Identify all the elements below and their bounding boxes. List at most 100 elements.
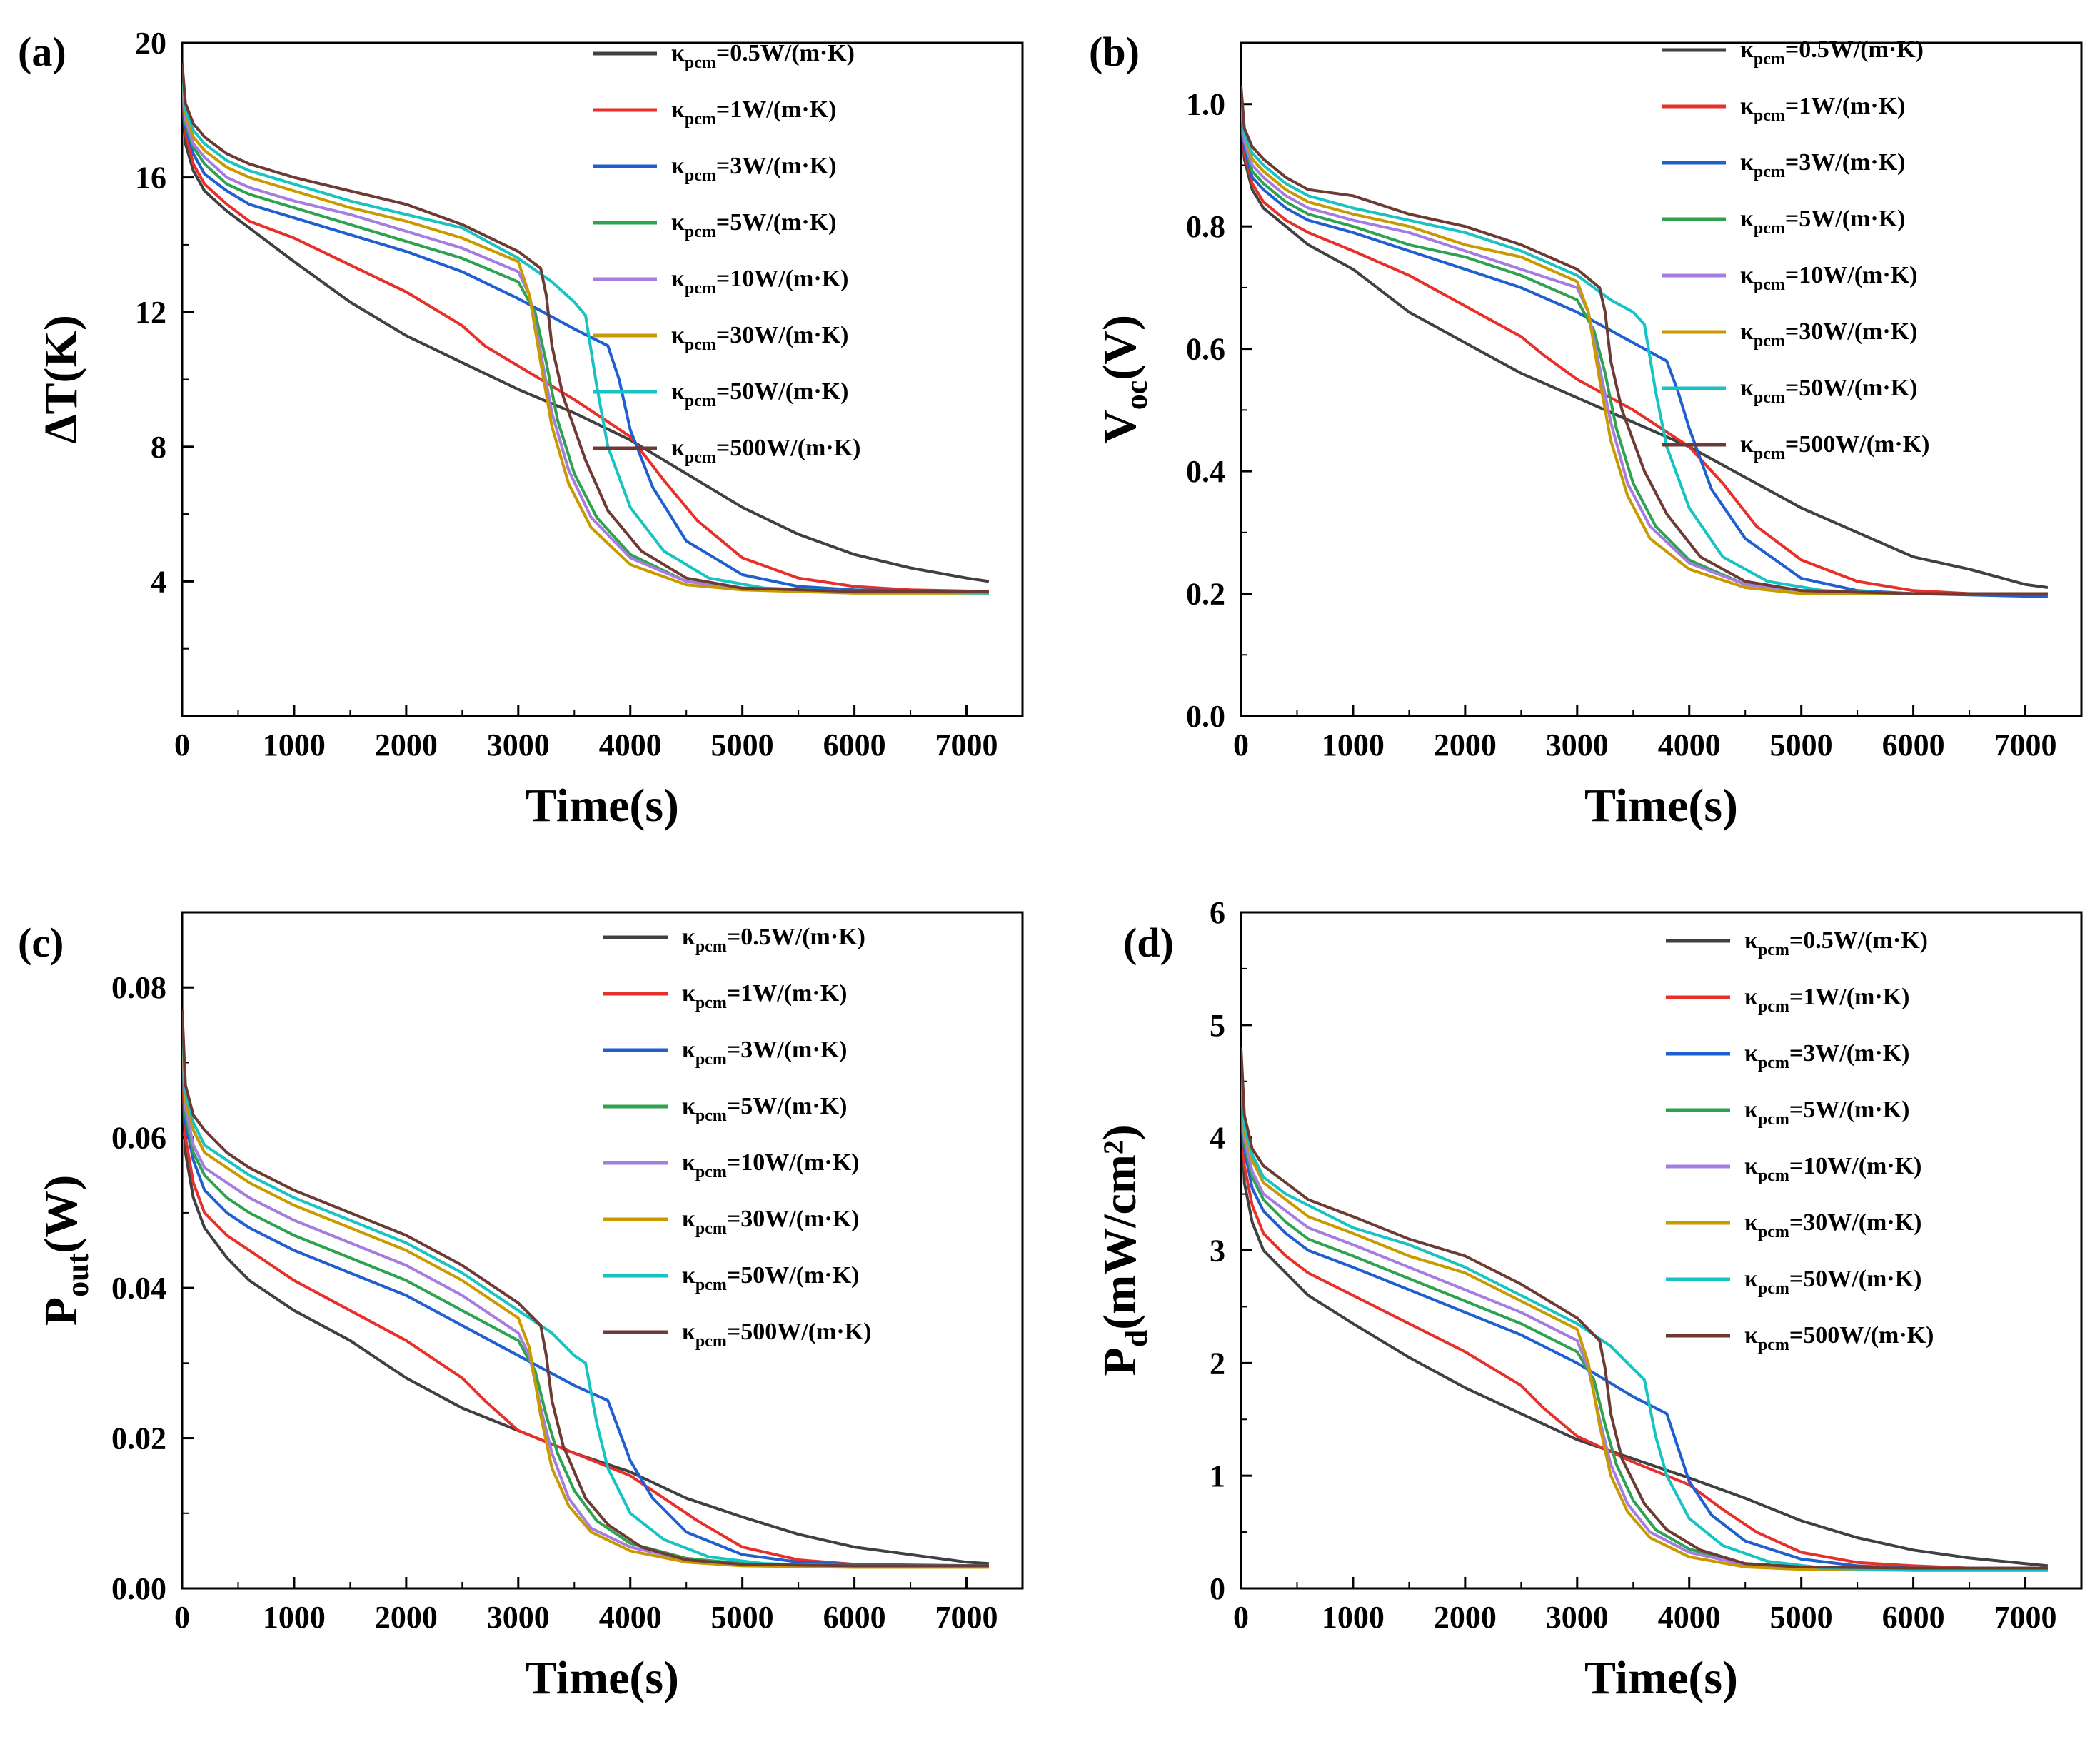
- x-tick-label: 5000: [1770, 727, 1833, 762]
- series-line-0: [1241, 1092, 2049, 1568]
- y-tick-label: 3: [1210, 1234, 1225, 1269]
- x-tick-label: 7000: [935, 727, 998, 762]
- series-line-2: [1241, 1081, 2048, 1571]
- series-line-4: [182, 1032, 989, 1568]
- legend-entry: κpcm=500W/(m·K): [671, 435, 860, 467]
- y-tick-label: 4: [151, 564, 166, 599]
- legend-entry: κpcm=3W/(m·K): [682, 1037, 847, 1069]
- legend-entry: κpcm=30W/(m·K): [1740, 318, 1917, 351]
- y-tick-label: 0.6: [1186, 332, 1225, 367]
- x-tick-label: 1000: [263, 727, 326, 762]
- x-axis-title: Time(s): [526, 780, 679, 832]
- x-tick-label: 6000: [823, 1600, 886, 1635]
- panel-label: (c): [18, 919, 64, 966]
- panel-label: (a): [18, 29, 66, 75]
- y-tick-label: 8: [151, 430, 166, 465]
- plot-frame: [181, 41, 1024, 717]
- legend-entry: κpcm=10W/(m·K): [1744, 1153, 1921, 1185]
- y-tick-label: 0.06: [111, 1121, 166, 1156]
- x-tick-label: 3000: [1546, 1600, 1609, 1635]
- series-line-0: [182, 1062, 990, 1566]
- x-tick-label: 7000: [1994, 727, 2057, 762]
- y-axis-title: Voc(V): [1094, 315, 1154, 444]
- x-tick-label: 2000: [375, 1600, 438, 1635]
- legend-entry: κpcm=5W/(m·K): [1740, 206, 1905, 238]
- y-tick-label: 0.04: [111, 1271, 166, 1306]
- series-line-2: [182, 83, 989, 593]
- y-tick-label: 0.4: [1186, 454, 1225, 489]
- y-axis-title: ΔT(K): [35, 315, 87, 444]
- legend-entry: κpcm=30W/(m·K): [1744, 1209, 1921, 1241]
- plot-frame: [181, 911, 1024, 1590]
- y-tick-label: 16: [135, 161, 166, 196]
- x-tick-label: 4000: [599, 727, 662, 762]
- legend-entry: κpcm=1W/(m·K): [1740, 93, 1905, 125]
- x-tick-label: 5000: [711, 1600, 774, 1635]
- y-tick-label: 5: [1210, 1008, 1225, 1043]
- y-tick-label: 0.2: [1186, 577, 1225, 612]
- series-line-4: [1241, 98, 2048, 595]
- legend-entry: κpcm=30W/(m·K): [682, 1206, 859, 1238]
- panel-1: 0 1000 2000 3000 4000 5000 6000 7000 0.0 0.2 0.4 0.…: [1089, 29, 2083, 832]
- x-tick-label: 3000: [1546, 727, 1609, 762]
- y-tick-label: 0.0: [1186, 699, 1225, 734]
- y-axis-title: Pd(mW/cm²): [1094, 1124, 1154, 1376]
- y-tick-label: 12: [135, 295, 166, 330]
- legend-entry: κpcm=1W/(m·K): [1744, 984, 1909, 1016]
- series-line-6: [182, 1017, 989, 1568]
- x-tick-label: 6000: [1882, 727, 1945, 762]
- series-line-5: [182, 73, 989, 595]
- series-line-7: [182, 1009, 989, 1568]
- x-tick-label: 3000: [487, 727, 550, 762]
- y-tick-label: 6: [1210, 895, 1225, 930]
- y-tick-label: 1.0: [1186, 87, 1225, 122]
- series-line-1: [182, 1054, 989, 1568]
- x-tick-label: 7000: [1994, 1600, 2057, 1635]
- series-line-4: [1241, 1069, 2048, 1570]
- series-line-6: [1241, 1059, 2048, 1572]
- legend-entry: κpcm=30W/(m·K): [671, 322, 848, 354]
- series-line-1: [1241, 110, 2048, 595]
- y-tick-label: 2: [1210, 1346, 1225, 1381]
- series-line-3: [182, 1039, 989, 1568]
- legend-entry: κpcm=500W/(m·K): [1740, 431, 1929, 463]
- panel-0: 0 1000 2000 3000 4000 5000 6000 7000 4 8 12 16 20 Tim…: [18, 26, 1024, 832]
- legend-entry: κpcm=0.5W/(m·K): [1740, 36, 1924, 69]
- legend-entry: κpcm=5W/(m·K): [1744, 1097, 1909, 1129]
- legend-entry: κpcm=50W/(m·K): [671, 378, 848, 410]
- series-line-2: [182, 1047, 989, 1568]
- series-line-2: [1241, 104, 2048, 598]
- panel-3: 0 1000 2000 3000 4000 5000 6000 7000 0 1 2 3 4 5 6 Time…: [1094, 895, 2083, 1704]
- series-line-5: [182, 1024, 989, 1569]
- x-tick-label: 0: [1233, 727, 1249, 762]
- y-tick-label: 0.08: [111, 970, 166, 1005]
- x-tick-label: 0: [174, 1600, 190, 1635]
- y-tick-label: 0.8: [1186, 209, 1225, 244]
- legend-entry: κpcm=50W/(m·K): [1740, 375, 1917, 407]
- series-line-4: [182, 76, 989, 593]
- legend-entry: κpcm=3W/(m·K): [1740, 149, 1905, 181]
- series-line-6: [182, 69, 989, 595]
- y-tick-label: 1: [1210, 1458, 1225, 1493]
- series-line-7: [182, 63, 989, 593]
- y-tick-label: 0.02: [111, 1421, 166, 1456]
- legend-entry: κpcm=10W/(m·K): [682, 1149, 859, 1181]
- legend-entry: κpcm=1W/(m·K): [671, 96, 836, 128]
- legend-entry: κpcm=10W/(m·K): [1740, 262, 1917, 294]
- x-tick-label: 7000: [935, 1600, 998, 1635]
- legend-entry: κpcm=5W/(m·K): [682, 1093, 847, 1125]
- y-tick-label: 4: [1210, 1121, 1225, 1156]
- series-line-1: [1241, 1087, 2048, 1570]
- legend-entry: κpcm=0.5W/(m·K): [682, 924, 865, 956]
- legend-entry: κpcm=50W/(m·K): [1744, 1266, 1921, 1298]
- series-line-0: [182, 93, 990, 583]
- legend-entry: κpcm=500W/(m·K): [1744, 1322, 1934, 1354]
- legend-entry: κpcm=3W/(m·K): [671, 153, 836, 185]
- x-tick-label: 3000: [487, 1600, 550, 1635]
- legend-entry: κpcm=1W/(m·K): [682, 980, 847, 1012]
- x-tick-label: 1000: [1322, 1600, 1385, 1635]
- x-tick-label: 2000: [1434, 727, 1497, 762]
- panel-label: (d): [1123, 919, 1174, 966]
- legend-entry: κpcm=500W/(m·K): [682, 1319, 871, 1351]
